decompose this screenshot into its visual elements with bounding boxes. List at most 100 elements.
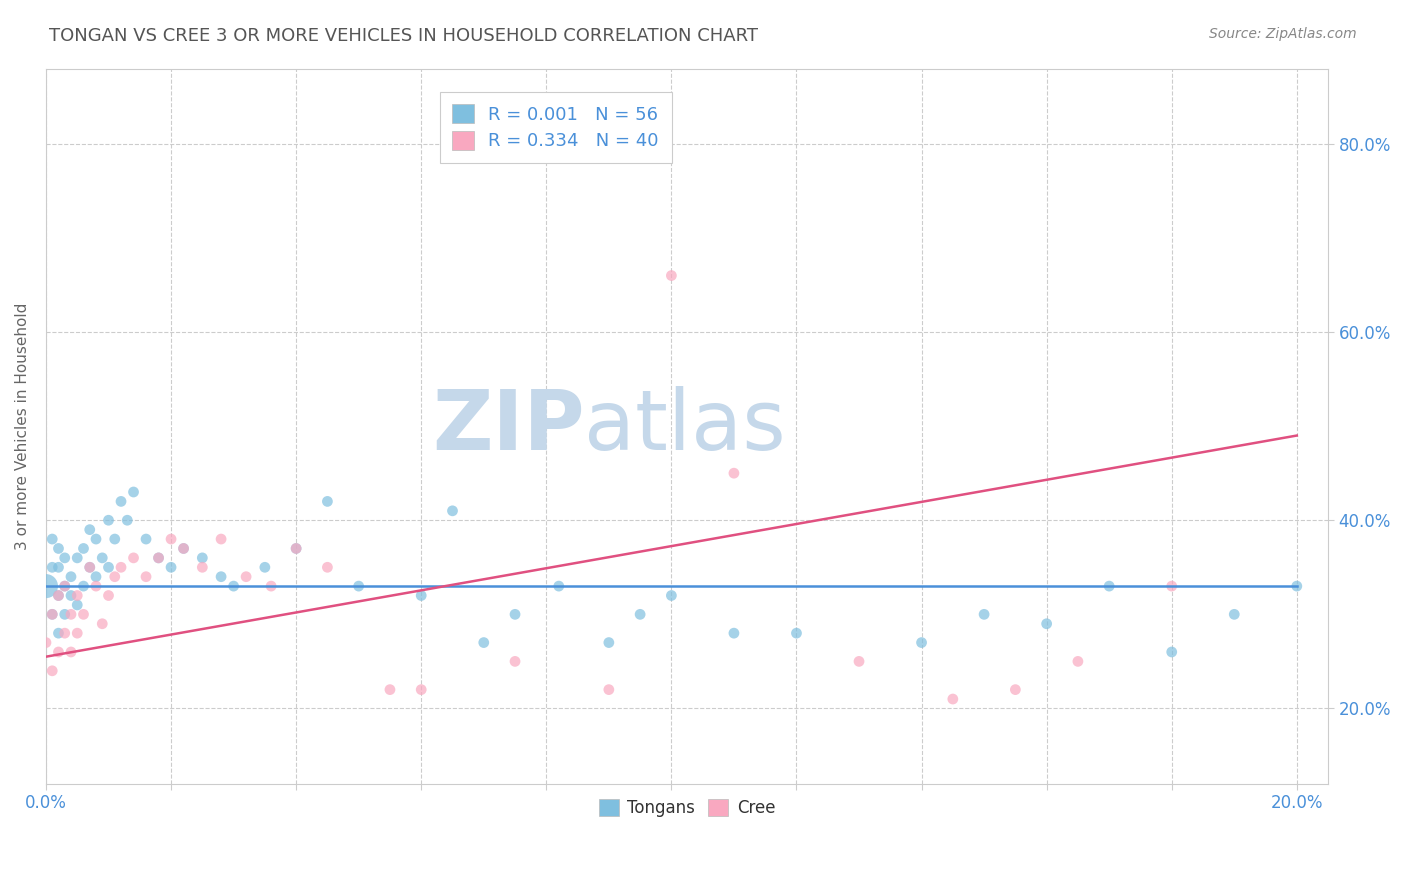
Point — [1160, 645, 1182, 659]
Point — [785, 626, 807, 640]
Point — [1004, 682, 1026, 697]
Point — [503, 607, 526, 622]
Point — [53, 607, 76, 622]
Point — [222, 579, 245, 593]
Point — [41, 607, 63, 622]
Point — [285, 541, 308, 556]
Point — [848, 654, 870, 668]
Point — [66, 598, 89, 612]
Point — [1067, 654, 1090, 668]
Point — [260, 579, 283, 593]
Point — [910, 635, 932, 649]
Point — [173, 541, 195, 556]
Point — [41, 532, 63, 546]
Text: ZIP: ZIP — [432, 385, 585, 467]
Point — [411, 589, 433, 603]
Point — [598, 635, 620, 649]
Point — [53, 579, 76, 593]
Point — [235, 570, 257, 584]
Text: TONGAN VS CREE 3 OR MORE VEHICLES IN HOUSEHOLD CORRELATION CHART: TONGAN VS CREE 3 OR MORE VEHICLES IN HOU… — [49, 27, 758, 45]
Point — [135, 570, 157, 584]
Point — [41, 664, 63, 678]
Point — [316, 560, 339, 574]
Point — [35, 635, 58, 649]
Point — [97, 513, 120, 527]
Point — [48, 589, 70, 603]
Point — [160, 560, 183, 574]
Point — [209, 570, 232, 584]
Point — [547, 579, 569, 593]
Point — [41, 560, 63, 574]
Point — [84, 579, 107, 593]
Point — [503, 654, 526, 668]
Point — [316, 494, 339, 508]
Point — [209, 532, 232, 546]
Point — [79, 523, 101, 537]
Point — [122, 550, 145, 565]
Point — [1160, 579, 1182, 593]
Point — [1098, 579, 1121, 593]
Point — [942, 692, 965, 706]
Point — [35, 579, 58, 593]
Point — [84, 570, 107, 584]
Point — [378, 682, 401, 697]
Point — [661, 589, 683, 603]
Point — [72, 579, 94, 593]
Text: Source: ZipAtlas.com: Source: ZipAtlas.com — [1209, 27, 1357, 41]
Point — [66, 589, 89, 603]
Point — [48, 560, 70, 574]
Point — [53, 626, 76, 640]
Point — [598, 682, 620, 697]
Point — [91, 616, 114, 631]
Point — [48, 626, 70, 640]
Point — [41, 607, 63, 622]
Point — [110, 494, 132, 508]
Point — [79, 560, 101, 574]
Point — [628, 607, 651, 622]
Point — [72, 607, 94, 622]
Point — [148, 550, 170, 565]
Point — [110, 560, 132, 574]
Point — [48, 541, 70, 556]
Point — [84, 532, 107, 546]
Point — [97, 560, 120, 574]
Point — [441, 504, 464, 518]
Point — [59, 570, 82, 584]
Point — [723, 626, 745, 640]
Point — [59, 607, 82, 622]
Point — [122, 485, 145, 500]
Point — [66, 550, 89, 565]
Point — [285, 541, 308, 556]
Text: atlas: atlas — [585, 385, 786, 467]
Point — [53, 550, 76, 565]
Point — [661, 268, 683, 283]
Point — [472, 635, 495, 649]
Point — [66, 626, 89, 640]
Point — [191, 560, 214, 574]
Point — [97, 589, 120, 603]
Point — [59, 589, 82, 603]
Point — [48, 645, 70, 659]
Point — [1223, 607, 1246, 622]
Point — [104, 570, 127, 584]
Point — [72, 541, 94, 556]
Point — [723, 466, 745, 480]
Point — [59, 645, 82, 659]
Y-axis label: 3 or more Vehicles in Household: 3 or more Vehicles in Household — [15, 302, 30, 549]
Point — [91, 550, 114, 565]
Point — [148, 550, 170, 565]
Point — [48, 589, 70, 603]
Point — [253, 560, 276, 574]
Point — [117, 513, 139, 527]
Point — [79, 560, 101, 574]
Legend: Tongans, Cree: Tongans, Cree — [591, 790, 783, 825]
Point — [104, 532, 127, 546]
Point — [53, 579, 76, 593]
Point — [1035, 616, 1057, 631]
Point — [135, 532, 157, 546]
Point — [347, 579, 370, 593]
Point — [191, 550, 214, 565]
Point — [411, 682, 433, 697]
Point — [173, 541, 195, 556]
Point — [160, 532, 183, 546]
